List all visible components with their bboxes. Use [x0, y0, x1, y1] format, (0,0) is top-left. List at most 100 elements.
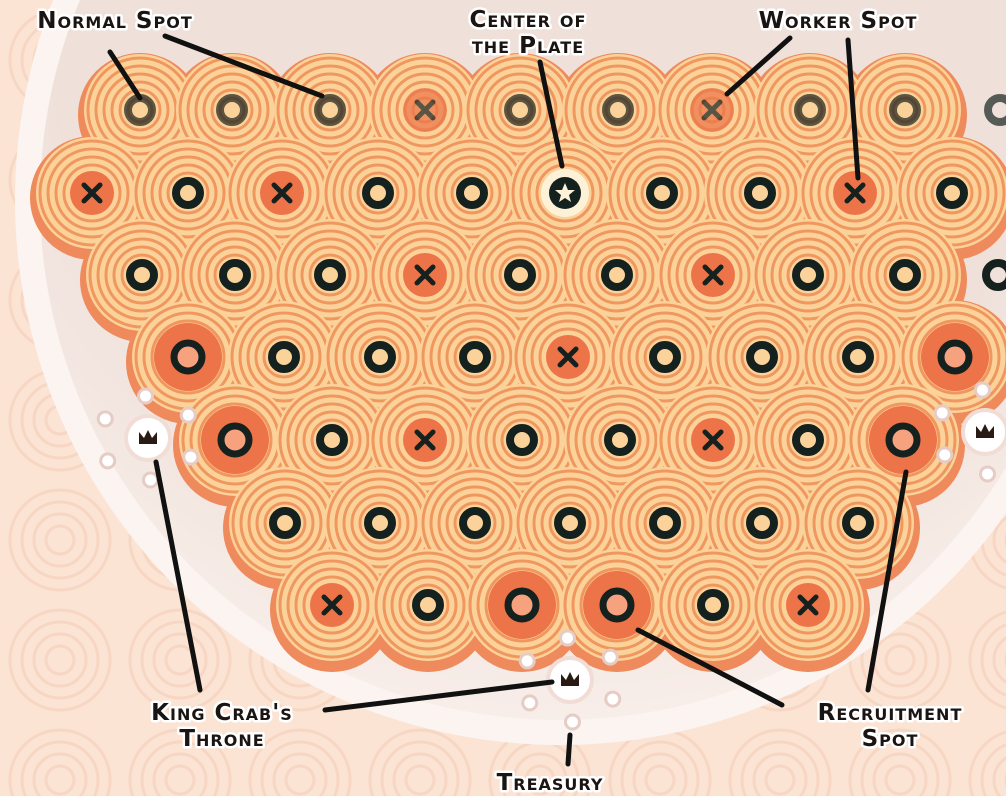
normal-spot	[364, 341, 396, 373]
coil	[322, 137, 434, 249]
coil-ring	[387, 237, 463, 313]
coil-ring	[387, 72, 463, 148]
labels: Normal Spot Center of the Plate Worker S…	[35, 5, 964, 796]
coil-ring	[300, 80, 360, 140]
coil-ring	[859, 229, 951, 321]
coil-ring	[205, 245, 265, 305]
coil-ring	[395, 245, 455, 305]
coil-ring	[640, 171, 684, 215]
treasury-slot	[973, 381, 991, 399]
label: Spot	[862, 726, 919, 752]
spot	[219, 259, 251, 291]
normal-spot	[314, 259, 346, 291]
coil	[416, 137, 528, 249]
normal-spot	[842, 507, 874, 539]
coil-ring	[836, 335, 880, 379]
coil-ring	[780, 80, 840, 140]
coil-ring	[778, 245, 838, 305]
coil-ring	[683, 410, 743, 470]
treasury-slot	[601, 648, 619, 666]
coil-ring	[302, 575, 362, 635]
spot	[216, 94, 248, 126]
recruitment-inner	[217, 422, 253, 458]
spot	[786, 583, 830, 627]
normal-spot	[504, 94, 536, 126]
coil-ring	[914, 155, 990, 231]
normal-spot	[459, 507, 491, 539]
coil-ring	[150, 319, 226, 395]
normal-spot	[172, 177, 204, 209]
coil	[176, 54, 288, 166]
recruitment-inner	[504, 587, 540, 623]
spot	[456, 177, 488, 209]
coil-ring	[738, 171, 782, 215]
coil-ring	[255, 493, 315, 553]
coil-ring	[532, 485, 608, 561]
coil-ring	[498, 253, 542, 297]
recruitment-inner	[599, 587, 635, 623]
spot	[690, 88, 734, 132]
coil-ring	[683, 575, 743, 635]
leader-line	[153, 459, 203, 693]
coil-ring	[582, 402, 658, 478]
coil-ring	[598, 418, 642, 462]
noodle-coil	[561, 219, 673, 331]
treasury-slot	[564, 713, 582, 731]
coil-ring	[350, 327, 410, 387]
coil	[84, 54, 196, 166]
coil	[179, 219, 291, 331]
normal-spot	[459, 341, 491, 373]
spot	[649, 341, 681, 373]
label: Treasury	[497, 770, 604, 796]
coil-ring	[213, 253, 257, 297]
normal-spot	[792, 259, 824, 291]
spot	[172, 177, 204, 209]
coil	[324, 301, 436, 413]
normal-spot	[604, 424, 636, 456]
leader-line	[865, 469, 909, 693]
coil-ring	[683, 245, 743, 305]
coil-ring	[527, 155, 603, 231]
coil-ring	[906, 147, 998, 239]
spot	[982, 259, 1006, 291]
coil-ring	[883, 253, 927, 297]
coil-ring	[120, 253, 164, 297]
spot	[691, 418, 735, 462]
coil	[849, 219, 961, 331]
coil	[466, 384, 578, 496]
spot	[364, 341, 396, 373]
coil	[228, 301, 340, 413]
coil-ring	[294, 567, 370, 643]
coil-ring	[166, 171, 210, 215]
coil-ring	[596, 88, 640, 132]
treasury-slot	[179, 406, 197, 424]
noodle-coil	[322, 137, 434, 249]
treasury-slot	[936, 446, 954, 464]
spot	[792, 424, 824, 456]
coil-ring	[110, 80, 170, 140]
coil-ring	[595, 253, 639, 297]
spot	[889, 94, 921, 126]
coil-ring	[772, 72, 848, 148]
coil-ring	[730, 163, 790, 223]
spot	[936, 177, 968, 209]
spot	[412, 589, 444, 621]
center-star	[555, 183, 575, 202]
normal-spot	[794, 94, 826, 126]
spot	[921, 323, 989, 391]
coil-ring	[754, 551, 862, 659]
coil	[564, 384, 676, 496]
normal-spot	[936, 177, 968, 209]
leader-line	[322, 679, 555, 713]
spot	[310, 583, 354, 627]
normal-spot	[602, 94, 634, 126]
coil-ring	[442, 163, 502, 223]
leader-line	[565, 732, 573, 767]
coil	[752, 384, 864, 496]
coil-ring	[498, 88, 542, 132]
spot	[842, 341, 874, 373]
spot	[583, 571, 651, 639]
worker-icon	[702, 429, 724, 451]
coil-ring	[770, 402, 846, 478]
spot	[746, 507, 778, 539]
